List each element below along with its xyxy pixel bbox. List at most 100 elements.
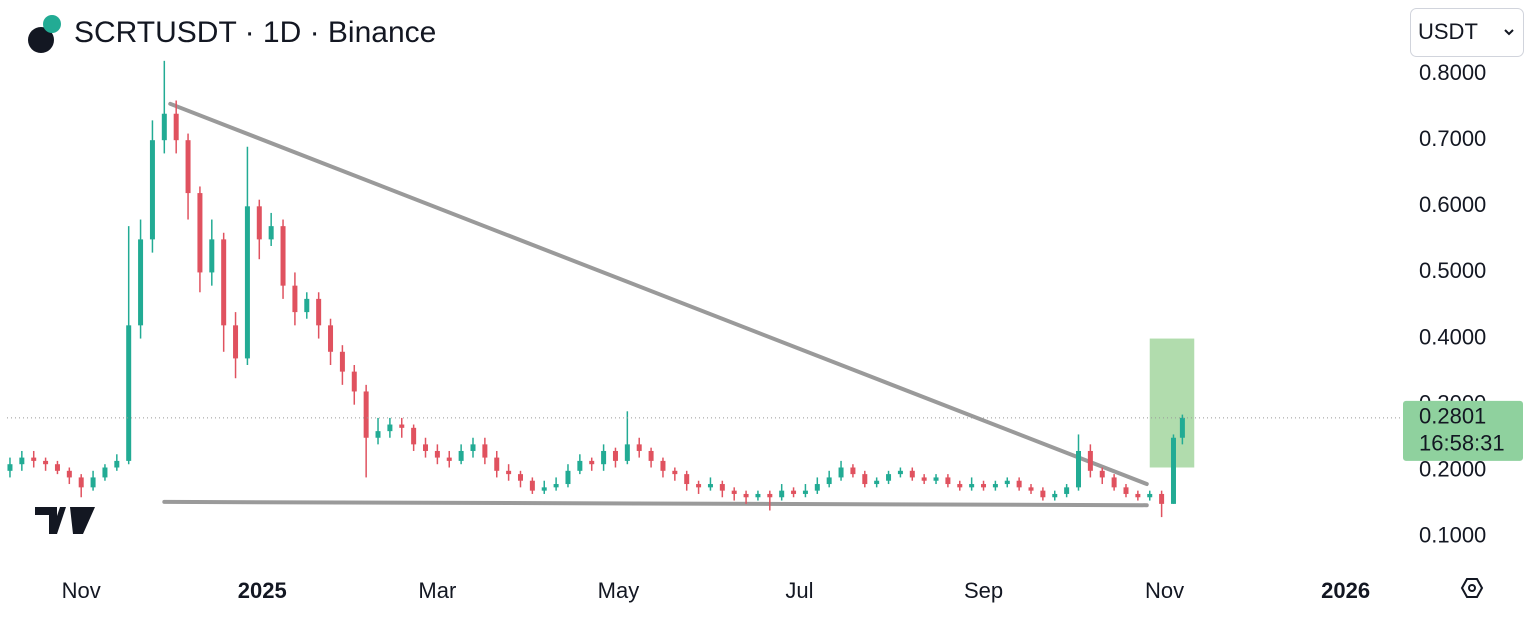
candle-body xyxy=(7,464,13,471)
candle-body xyxy=(149,140,155,240)
chart-title: SCRTUSDT · 1D · Binance xyxy=(74,16,436,49)
candle-body xyxy=(78,477,84,488)
settings-icon[interactable] xyxy=(1460,578,1484,598)
candle-body xyxy=(185,140,191,194)
candle-body xyxy=(411,427,417,445)
candle-body xyxy=(458,450,464,461)
candle-body xyxy=(1052,493,1058,498)
candle-body xyxy=(138,239,144,326)
candle-body xyxy=(446,457,452,461)
candle-body xyxy=(304,298,310,313)
candle-body xyxy=(814,484,820,491)
candle-body xyxy=(19,457,25,465)
trendline xyxy=(162,499,1149,508)
candle-body xyxy=(672,470,678,475)
candle-body xyxy=(90,477,96,488)
candle-body xyxy=(517,474,523,481)
candle-body xyxy=(981,484,987,488)
candle-body xyxy=(992,484,998,488)
candle-body xyxy=(719,484,725,491)
candle-body xyxy=(1087,450,1093,471)
candle-body xyxy=(731,490,737,494)
y-tick-label: 0.6000 xyxy=(1419,192,1486,217)
candle-body xyxy=(636,444,642,451)
last-price-label: 0.2801 xyxy=(1419,404,1486,429)
candle-body xyxy=(1170,437,1176,504)
candle-body xyxy=(612,450,618,461)
x-tick-label: 2026 xyxy=(1321,578,1370,603)
candle-body xyxy=(233,325,239,359)
candle-body xyxy=(577,460,583,471)
candle-body xyxy=(565,470,571,485)
candle-body xyxy=(221,239,227,326)
candle-body xyxy=(114,460,120,468)
x-tick-label: 2025 xyxy=(238,578,287,603)
candle-body xyxy=(494,457,500,471)
candle-body xyxy=(66,470,72,478)
currency-label[interactable]: USDT xyxy=(1418,19,1478,44)
candle-body xyxy=(126,325,132,461)
candle-body xyxy=(339,351,345,372)
y-tick-label: 0.1000 xyxy=(1419,523,1486,548)
y-tick-label: 0.4000 xyxy=(1419,324,1486,349)
currency-select[interactable] xyxy=(1410,8,1524,57)
candle-body xyxy=(1179,417,1185,438)
candle-body xyxy=(802,490,808,494)
candle-body xyxy=(292,285,298,313)
candle-body xyxy=(1147,493,1153,498)
candle-body xyxy=(102,467,108,478)
candle-body xyxy=(1028,487,1034,491)
candle-body xyxy=(1016,480,1022,488)
candle-body xyxy=(1123,487,1129,494)
candle-body xyxy=(957,484,963,488)
candle-body xyxy=(209,239,215,273)
x-tick-label: Nov xyxy=(1145,578,1184,603)
candle-body xyxy=(1135,493,1141,498)
countdown: 16:58:31 xyxy=(1419,431,1505,456)
y-tick-label: 0.5000 xyxy=(1419,258,1486,283)
candle-body xyxy=(767,493,773,498)
candle-body xyxy=(244,206,250,359)
x-tick-label: Mar xyxy=(418,578,456,603)
candle-body xyxy=(387,424,393,432)
candle-body xyxy=(54,464,60,471)
candle-body xyxy=(648,450,654,461)
candle-body xyxy=(874,480,880,485)
candle-body xyxy=(601,450,607,465)
x-tick-label: Jul xyxy=(785,578,813,603)
candle-body xyxy=(1076,450,1082,488)
x-tick-label: Sep xyxy=(964,578,1003,603)
candle-body xyxy=(482,444,488,458)
candle-body xyxy=(933,477,939,481)
candle-body xyxy=(173,113,179,141)
candle-body xyxy=(161,113,167,141)
candle-body xyxy=(506,470,512,475)
candle-body xyxy=(850,467,856,475)
symbol-icon xyxy=(28,27,54,53)
candle-body xyxy=(755,493,761,498)
candle-body xyxy=(826,477,832,485)
candle-body xyxy=(197,193,203,273)
candle-body xyxy=(351,371,357,392)
dropdown-arrow xyxy=(1504,29,1514,36)
candle-body xyxy=(399,424,405,428)
candle-body xyxy=(779,490,785,498)
candle-body xyxy=(423,444,429,451)
candle-body xyxy=(529,480,535,491)
candle-body xyxy=(897,470,903,475)
candle-body xyxy=(707,484,713,488)
candle-body xyxy=(31,457,37,461)
candle-body xyxy=(328,325,334,352)
candle-body xyxy=(316,298,322,326)
candle-body xyxy=(624,444,630,461)
candle-body xyxy=(909,470,915,478)
candle-body xyxy=(268,226,274,240)
candle-body xyxy=(921,477,927,481)
candle-body xyxy=(1064,487,1070,494)
candle-body xyxy=(969,484,975,488)
candle-body xyxy=(862,474,868,485)
candle-body xyxy=(553,484,559,488)
y-tick-label: 0.8000 xyxy=(1419,60,1486,85)
candle-body xyxy=(743,493,749,498)
